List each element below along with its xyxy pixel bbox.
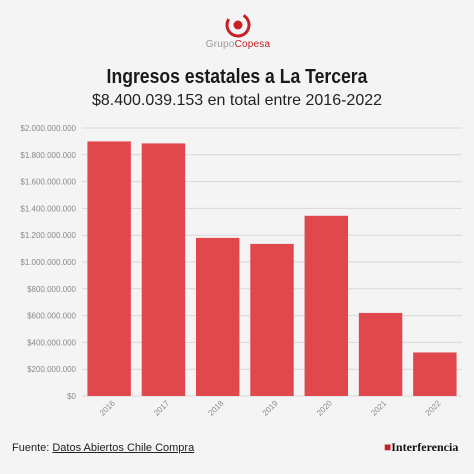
bar-2019	[250, 243, 294, 396]
y-tick-label: $400.000.000	[27, 338, 76, 347]
source-link[interactable]: Datos Abiertos Chile Compra	[52, 442, 195, 454]
brand-mark-icon: ■	[384, 440, 392, 454]
grupo-copesa-logo: GrupoCopesa	[198, 12, 278, 64]
source-note: Fuente: Datos Abiertos Chile Compra	[12, 442, 195, 454]
bar-2018	[196, 237, 240, 396]
y-tick-label: $1.800.000.000	[20, 151, 76, 160]
y-tick-label: $200.000.000	[27, 365, 76, 374]
bar-2016	[87, 141, 131, 396]
logo-text: GrupoCopesa	[205, 39, 271, 50]
bar-2020	[304, 215, 348, 396]
chart-title: Ingresos estatales a La Tercera	[106, 66, 368, 88]
bar-2021	[358, 312, 403, 396]
y-tick-label: $1.400.000.000	[20, 204, 76, 213]
chart-subtitle: $8.400.039.153 en total entre 2016-2022	[91, 92, 383, 109]
x-tick-label: 2018	[206, 398, 225, 417]
y-tick-label: $600.000.000	[27, 312, 76, 321]
x-tick-label: 2020	[315, 398, 334, 417]
bar-2017	[141, 143, 186, 396]
bar-2022	[413, 352, 457, 396]
x-tick-label: 2017	[152, 398, 171, 417]
interferencia-brand: ■Interferencia	[384, 440, 459, 454]
copesa-logo-icon	[225, 12, 251, 38]
y-tick-label: $800.000.000	[27, 285, 76, 294]
y-tick-label: $1.600.000.000	[20, 178, 76, 187]
y-tick-label: $1.000.000.000	[20, 258, 76, 267]
y-tick-label: $0	[67, 392, 76, 401]
x-tick-label: 2021	[369, 398, 388, 417]
y-tick-label: $2.000.000.000	[20, 124, 76, 133]
y-tick-label: $1.200.000.000	[20, 231, 76, 240]
x-tick-label: 2019	[261, 398, 280, 417]
x-tick-label: 2022	[424, 398, 443, 417]
x-tick-label: 2016	[98, 398, 117, 417]
